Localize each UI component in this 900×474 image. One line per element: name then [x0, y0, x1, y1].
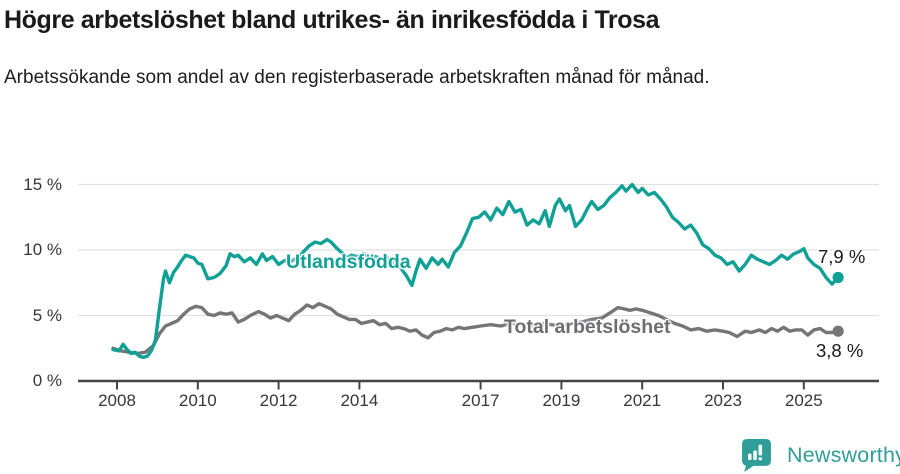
y-axis-tick-label: 5 %	[32, 305, 62, 325]
x-axis-tick-label: 2021	[623, 391, 662, 410]
series-label-total-arbetsloshet: Total arbetslöshet	[504, 316, 671, 338]
y-axis-tick-label: 10 %	[23, 240, 62, 259]
x-axis-tick-label: 2008	[98, 391, 136, 410]
y-axis-tick-label: 0 %	[32, 371, 62, 390]
x-axis-tick-label: 2025	[784, 391, 823, 410]
x-axis-tick-label: 2012	[259, 391, 298, 410]
end-value-label-total-arbetsloshet: 3,8 %	[816, 340, 864, 361]
chart-subtitle: Arbetssökande som andel av den registerb…	[4, 67, 710, 88]
x-axis-labels: 2008 2010 2012 2014 2017 2019 2021 2023 2025	[0, 391, 900, 415]
x-axis-tick-label: 2019	[542, 391, 581, 410]
chart-title: Högre arbetslöshet bland utrikes- än inr…	[4, 6, 660, 34]
y-axis-labels: 0 % 5 % 10 % 15 %	[0, 0, 62, 420]
x-axis-tick-label: 2010	[178, 391, 217, 410]
newsworthy-logo-icon	[742, 438, 771, 472]
series-label-utlandsfodda: Utlandsfödda	[286, 251, 411, 273]
x-axis-tick-label: 2017	[461, 391, 500, 410]
y-axis-tick-label: 15 %	[23, 174, 62, 194]
newsworthy-wordmark: Newsworthy	[787, 442, 900, 467]
x-axis-tick-label: 2014	[340, 391, 379, 410]
x-axis-tick-label: 2023	[704, 391, 742, 410]
end-value-label-utlandsfodda: 7,9 %	[818, 246, 866, 267]
newsworthy-brand: Newsworthy	[742, 438, 900, 472]
